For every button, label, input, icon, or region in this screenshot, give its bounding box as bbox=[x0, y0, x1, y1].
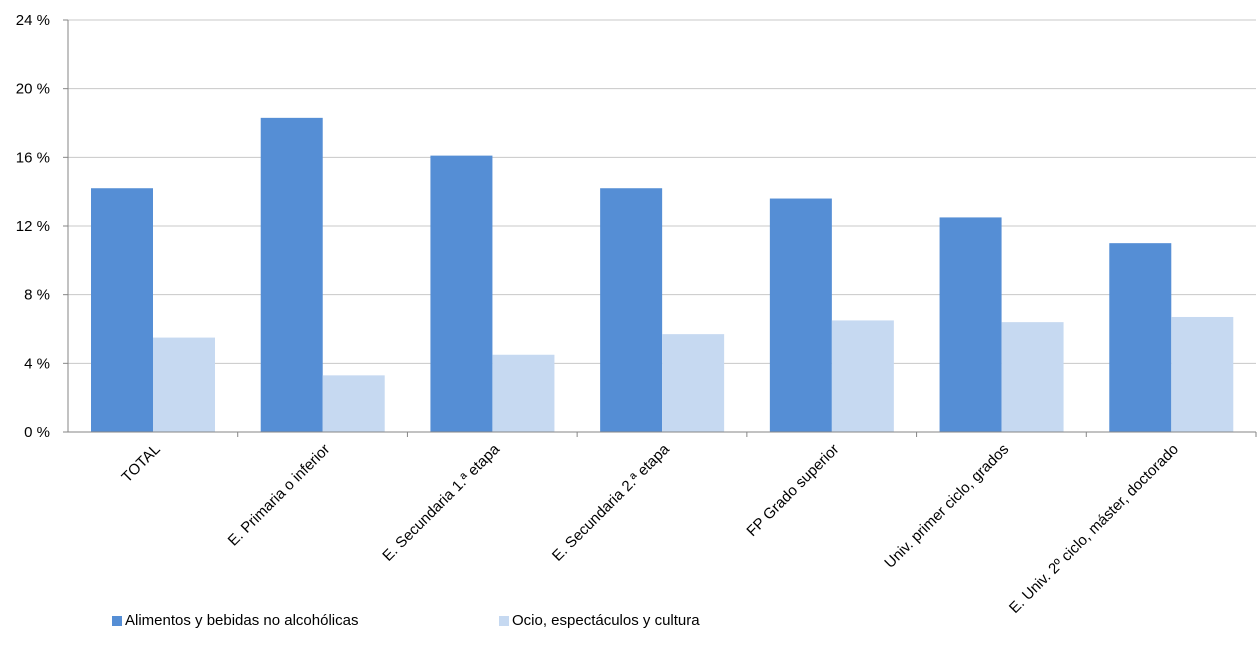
legend-label-ocio: Ocio, espectáculos y cultura bbox=[512, 612, 700, 629]
y-tick-label: 16 % bbox=[16, 149, 50, 166]
bar-alimentos bbox=[260, 117, 323, 432]
y-tick-label: 12 % bbox=[16, 218, 50, 235]
x-tick-label: E. Secundaria 2.ª etapa bbox=[549, 440, 673, 564]
bar-ocio bbox=[492, 354, 555, 432]
legend-item-ocio: Ocio, espectáculos y cultura bbox=[499, 612, 700, 629]
bar-alimentos bbox=[91, 188, 153, 432]
axes bbox=[67, 20, 1257, 437]
y-tick-label: 20 % bbox=[16, 81, 50, 98]
bar-ocio bbox=[1171, 316, 1234, 432]
legend-item-alimentos: Alimentos y bebidas no alcohólicas bbox=[112, 612, 358, 629]
x-tick-label: TOTAL bbox=[118, 441, 163, 486]
bar-ocio bbox=[1001, 322, 1064, 432]
bar-ocio bbox=[831, 320, 894, 432]
x-tick-label: FP Grado superior bbox=[743, 441, 842, 540]
bar-alimentos bbox=[939, 217, 1002, 432]
y-tick-label: 24 % bbox=[16, 12, 50, 29]
y-tick-label: 0 % bbox=[24, 424, 50, 441]
x-axis-labels: TOTAL E. Primaria o inferior E. Secundaria… bbox=[118, 440, 1182, 617]
bars bbox=[91, 117, 1234, 432]
bar-alimentos bbox=[600, 188, 663, 432]
bar-ocio bbox=[153, 337, 215, 432]
y-axis-ticks: 0 % 4 % 8 % 12 % 16 % 20 % 24 % bbox=[16, 12, 68, 441]
x-tick-label: Univ. primer ciclo, grados bbox=[881, 441, 1012, 572]
legend-swatch-alimentos bbox=[112, 615, 122, 626]
bar-ocio bbox=[322, 375, 385, 432]
bar-ocio bbox=[662, 334, 725, 432]
y-tick-label: 4 % bbox=[24, 355, 50, 372]
y-tick-label: 8 % bbox=[24, 287, 50, 304]
legend: Alimentos y bebidas no alcohólicas Ocio,… bbox=[0, 612, 1258, 636]
bar-alimentos bbox=[769, 198, 832, 432]
x-tick-label: E. Secundaria 1.ª etapa bbox=[379, 440, 503, 564]
legend-swatch-ocio bbox=[499, 615, 509, 626]
x-tick-label: E. Univ. 2º ciclo, máster, doctorado bbox=[1006, 441, 1182, 617]
legend-label-alimentos: Alimentos y bebidas no alcohólicas bbox=[125, 612, 359, 629]
x-tick-label: E. Primaria o inferior bbox=[225, 441, 334, 550]
bar-alimentos bbox=[1109, 243, 1172, 432]
bar-alimentos bbox=[430, 155, 493, 432]
